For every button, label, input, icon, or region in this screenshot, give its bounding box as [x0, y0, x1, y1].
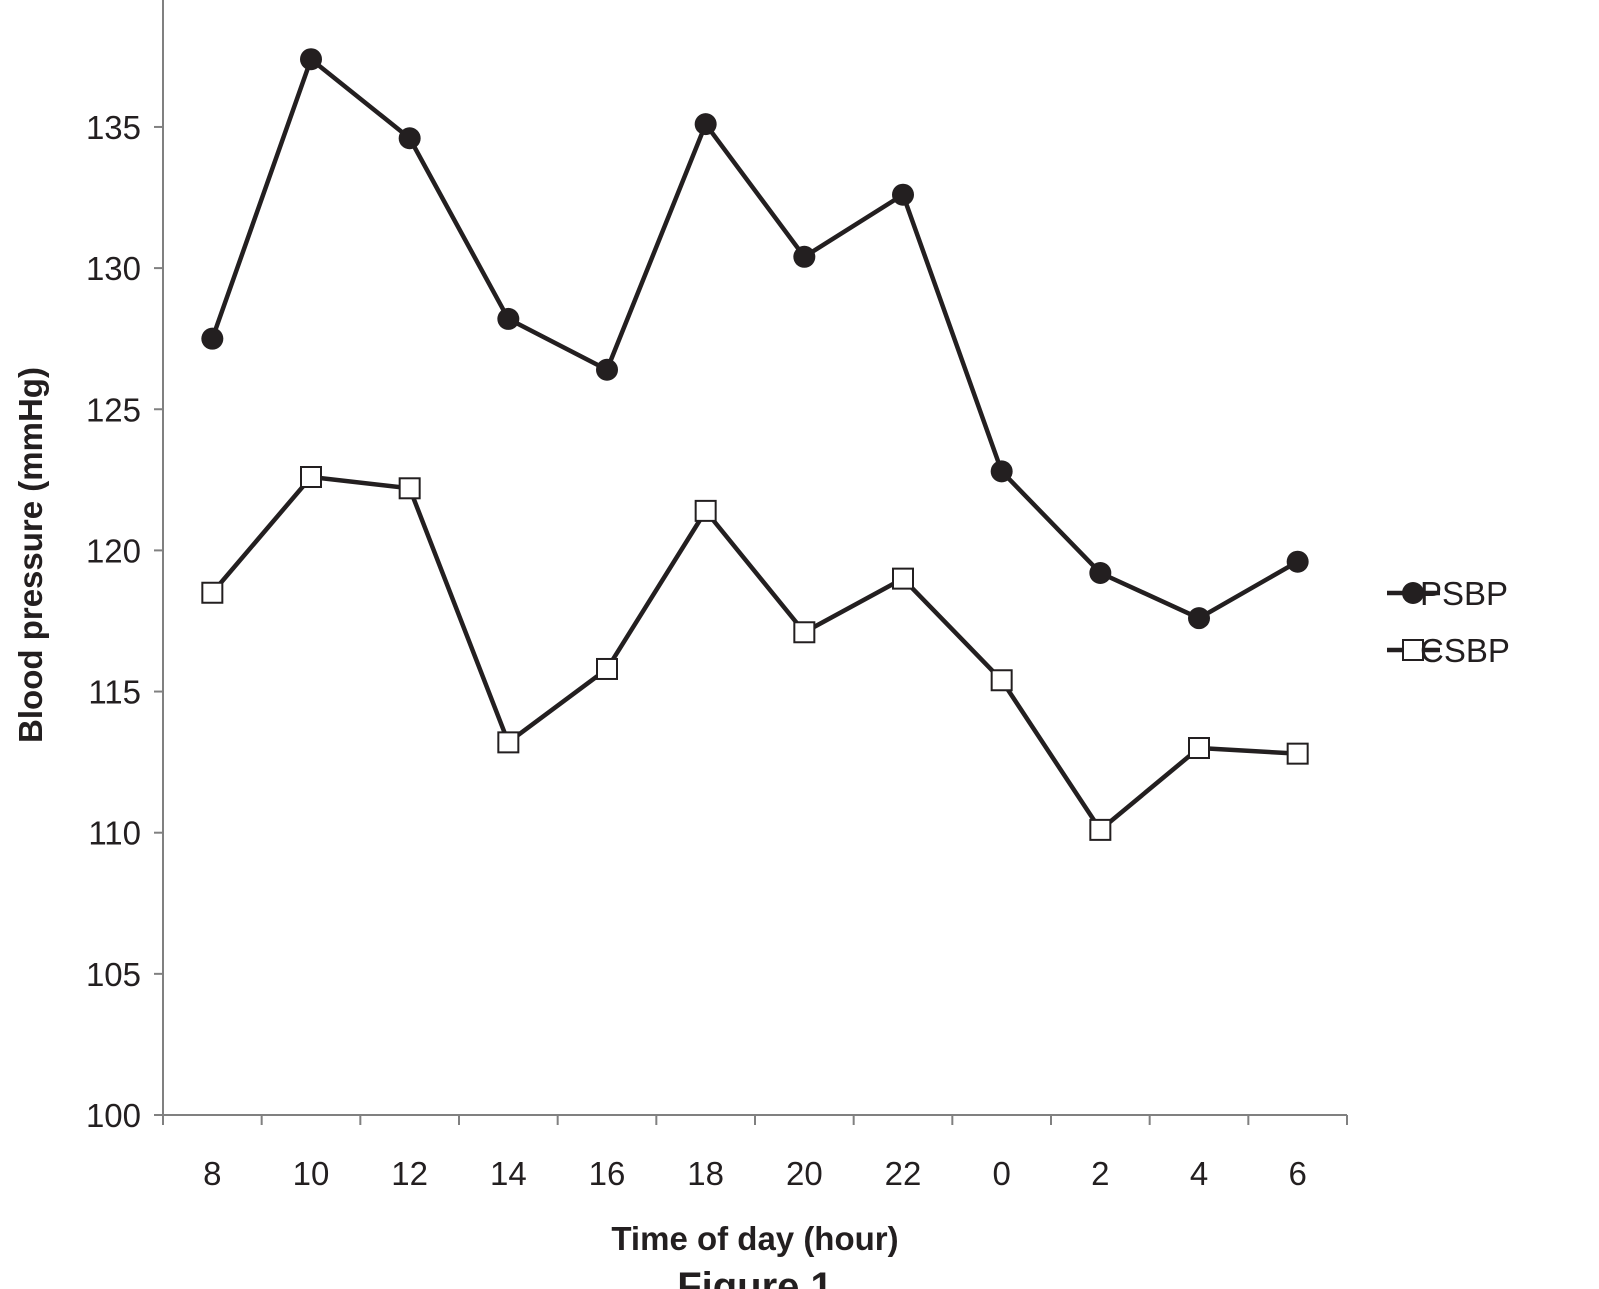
data-point-circle: [300, 48, 322, 71]
legend-label: PSBP: [1420, 575, 1508, 612]
x-tick-label: 22: [885, 1155, 922, 1192]
x-tick-label: 2: [1091, 1155, 1109, 1192]
x-tick-label: 0: [992, 1155, 1010, 1192]
data-point-square: [300, 466, 322, 489]
y-axis-title: Blood pressure (mmHg): [12, 367, 49, 743]
data-point-square: [497, 731, 520, 754]
data-point-square: [892, 567, 914, 590]
data-point-square: [596, 657, 618, 680]
y-tick-label: 120: [86, 532, 141, 569]
y-tick-label: 125: [86, 391, 141, 428]
data-point-square: [1402, 639, 1424, 661]
series-line: [210, 56, 1299, 621]
data-point-circle: [892, 183, 914, 206]
data-point-square: [201, 581, 224, 604]
legend-item-psbp: PSBP: [1387, 575, 1508, 612]
x-tick-label: 12: [391, 1155, 428, 1192]
axes: 100 105 110 115 120 125 130 135 8 10 12 14 16 18 20 22 0…: [86, 0, 1348, 1192]
series-psbp: [201, 48, 1309, 630]
data-point-circle: [497, 307, 520, 330]
y-tick-label: 100: [86, 1097, 141, 1134]
series-layer: [201, 48, 1309, 841]
data-point-circle: [1089, 561, 1112, 584]
data-point-square: [1089, 818, 1112, 841]
data-point-circle: [596, 358, 618, 381]
data-point-circle: [793, 245, 816, 268]
data-point-circle: [990, 460, 1013, 483]
x-tick-label: 6: [1288, 1155, 1306, 1192]
x-tick-label: 16: [589, 1155, 626, 1192]
x-tick-label: 8: [203, 1155, 221, 1192]
data-point-square: [398, 477, 421, 500]
series-csbp: [201, 466, 1309, 841]
data-point-circle: [1286, 550, 1309, 573]
data-point-square: [1286, 742, 1309, 765]
data-point-square: [990, 669, 1013, 692]
legend-item-csbp: CSBP: [1387, 632, 1510, 669]
series-line: [210, 474, 1298, 833]
data-point-circle: [1402, 582, 1424, 604]
data-point-square: [694, 499, 717, 522]
y-tick-label: 130: [86, 250, 141, 287]
data-point-circle: [201, 327, 224, 350]
legend-label: CSBP: [1420, 632, 1510, 669]
x-tick-label: 10: [293, 1155, 330, 1192]
data-point-square: [793, 621, 816, 644]
x-tick-label: 20: [786, 1155, 823, 1192]
x-tick-label: 4: [1190, 1155, 1208, 1192]
legend: PSBP CSBP: [1387, 575, 1510, 669]
x-tick-label: 14: [490, 1155, 527, 1192]
y-tick-label: 105: [86, 956, 141, 993]
y-tick-label: 135: [86, 109, 141, 146]
data-point-circle: [398, 127, 421, 150]
y-tick-label: 110: [88, 815, 141, 852]
x-axis-title: Time of day (hour): [611, 1220, 898, 1257]
data-point-circle: [1188, 607, 1210, 630]
figure-caption: Figure 1: [677, 1265, 833, 1289]
data-point-square: [1188, 737, 1210, 760]
y-tick-label: 115: [88, 674, 141, 711]
x-tick-label: 18: [687, 1155, 724, 1192]
data-point-circle: [694, 113, 717, 136]
